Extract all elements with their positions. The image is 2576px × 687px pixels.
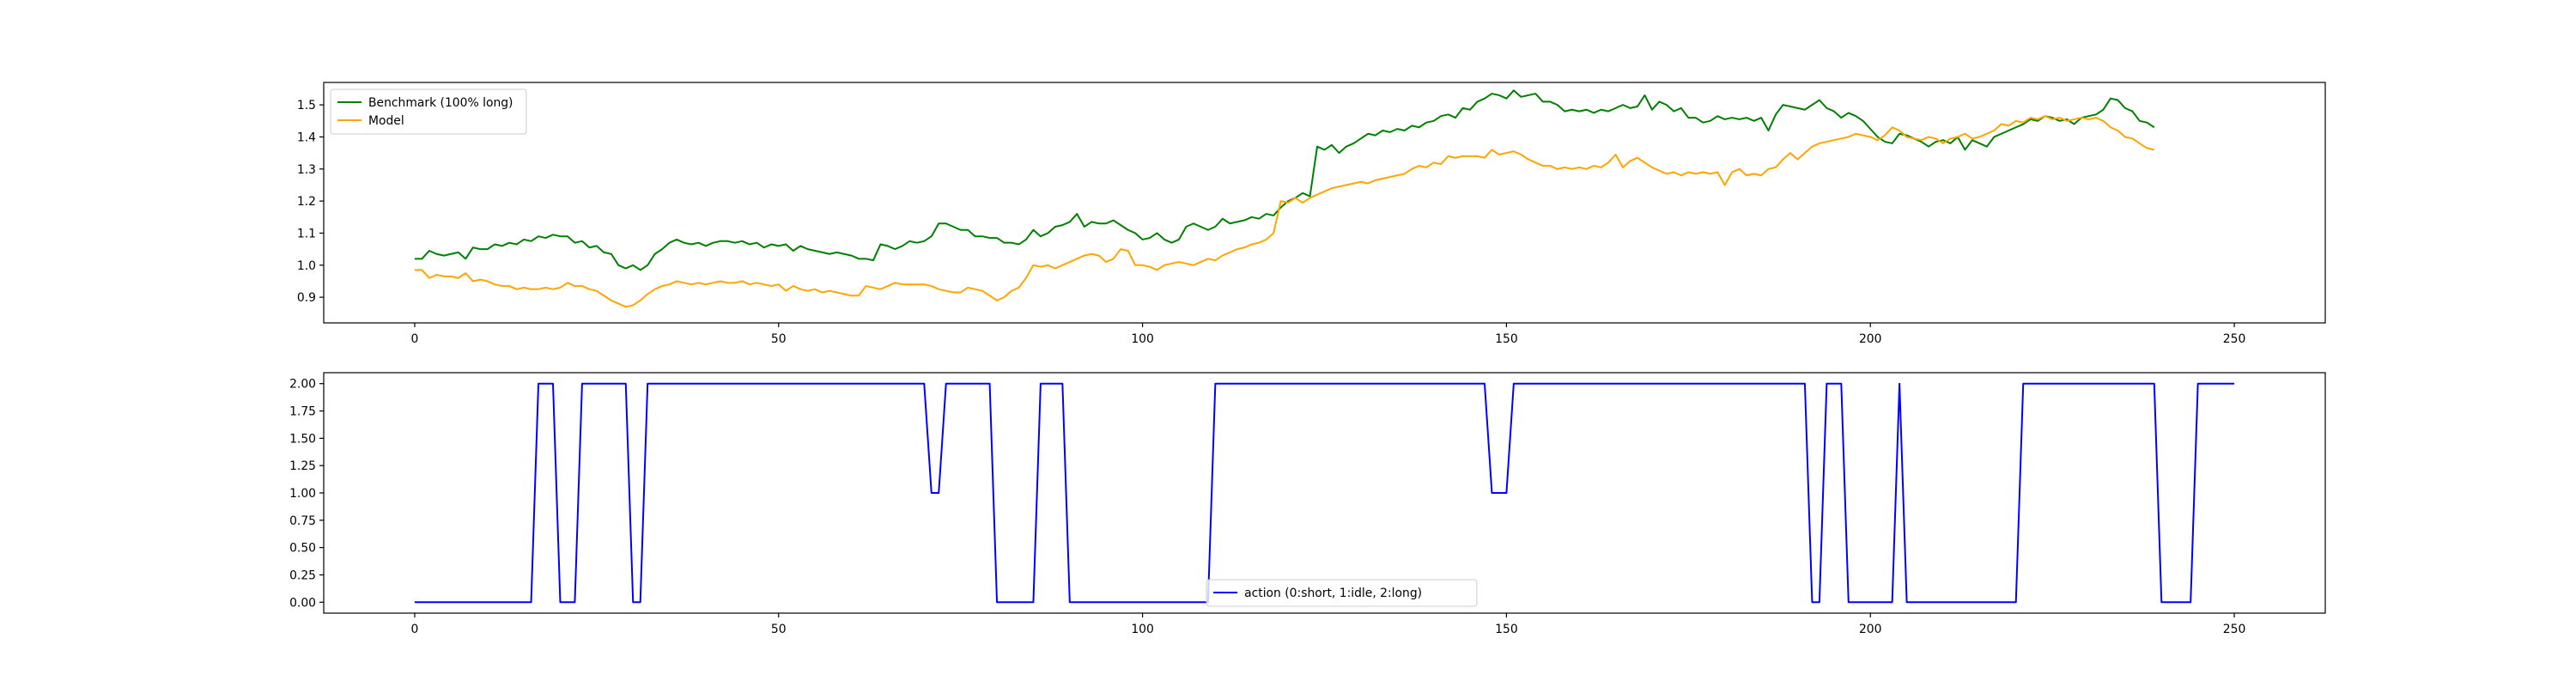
y-tick-label: 1.4 <box>297 131 316 144</box>
x-tick-label: 0 <box>411 623 419 636</box>
top-chart-panel: 0 50 100 150 200 250 0.9 1.0 1.1 1.2 1.3 1.4 1.5 Benc… <box>297 82 2326 346</box>
legend-label: Model <box>368 114 404 128</box>
y-tick-label: 1.75 <box>289 405 316 419</box>
x-tick-label: 250 <box>2223 623 2246 636</box>
y-tick-label: 1.5 <box>297 99 316 112</box>
legend-box <box>330 88 527 135</box>
y-tick-label: 0.25 <box>289 568 316 582</box>
x-tick-label: 50 <box>771 623 787 636</box>
y-tick-label: 1.2 <box>297 195 316 209</box>
y-tick-label: 0.00 <box>289 596 316 610</box>
y-tick-label: 0.75 <box>289 514 316 528</box>
x-tick-label: 0 <box>411 332 419 346</box>
y-tick-label: 1.0 <box>297 259 316 273</box>
x-tick-label: 50 <box>771 332 787 346</box>
y-tick-label: 1.1 <box>297 227 316 240</box>
series-line-1 <box>414 115 2155 308</box>
y-tick-label: 1.50 <box>289 432 316 446</box>
y-tick-label: 0.9 <box>297 291 316 305</box>
plot-frame <box>323 372 2326 614</box>
y-tick-label: 1.3 <box>297 163 316 177</box>
y-tick-label: 1.00 <box>289 487 316 501</box>
x-tick-label: 250 <box>2223 332 2246 346</box>
series-line-0 <box>414 382 2235 604</box>
series-line-0 <box>414 89 2155 271</box>
legend-label: Benchmark (100% long) <box>368 96 513 110</box>
bottom-chart-panel: 0 50 100 150 200 250 0.00 0.25 0.50 0.75 1.00 1.25 1… <box>289 372 2326 636</box>
x-tick-label: 150 <box>1495 332 1518 346</box>
plot-frame <box>323 82 2326 324</box>
x-tick-label: 150 <box>1495 623 1518 636</box>
legend-box <box>1206 579 1478 607</box>
y-tick-label: 2.00 <box>289 378 316 392</box>
x-tick-label: 200 <box>1859 332 1882 346</box>
y-tick-label: 1.25 <box>289 459 316 473</box>
x-tick-label: 100 <box>1131 332 1154 346</box>
legend-label: action (0:short, 1:idle, 2:long) <box>1244 587 1422 600</box>
x-tick-label: 200 <box>1859 623 1882 636</box>
x-tick-label: 100 <box>1131 623 1154 636</box>
y-tick-label: 0.50 <box>289 542 316 556</box>
